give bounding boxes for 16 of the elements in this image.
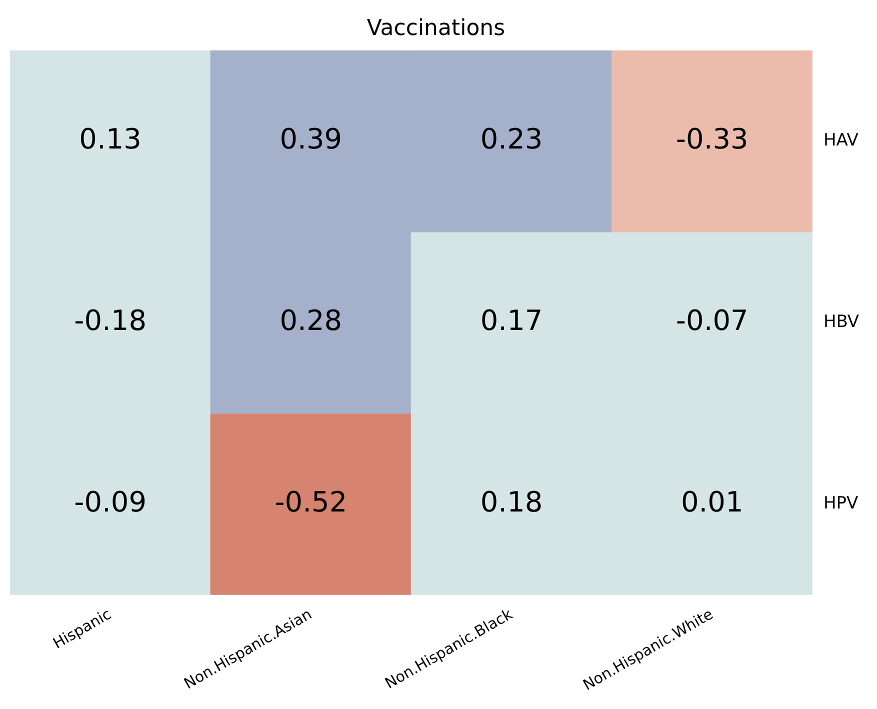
data-label: 0.01 [680,485,744,518]
y-tick-label: HBV [823,312,860,332]
y-tick-label: HAV [823,130,859,151]
data-label: 0.17 [480,304,543,337]
data-label: -0.09 [74,485,147,518]
data-label: 0.39 [280,122,342,156]
chart-title: Vaccinations [366,16,506,41]
data-label: 0.18 [480,485,543,518]
y-tick-label: HPV [823,494,858,514]
data-label: -0.52 [274,485,348,518]
data-label: 0.28 [280,304,342,337]
data-label: 0.13 [79,122,142,156]
data-label: 0.23 [480,122,543,156]
data-label: -0.07 [676,304,748,337]
data-label: -0.18 [74,304,147,337]
data-label: -0.33 [676,122,748,156]
